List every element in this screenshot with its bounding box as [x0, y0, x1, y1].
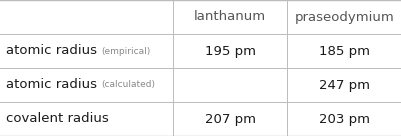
Text: lanthanum: lanthanum: [194, 10, 265, 24]
Text: 203 pm: 203 pm: [318, 112, 369, 126]
Text: covalent radius: covalent radius: [6, 112, 109, 126]
Text: (calculated): (calculated): [101, 81, 155, 89]
Text: atomic radius: atomic radius: [6, 78, 97, 92]
Text: 207 pm: 207 pm: [204, 112, 255, 126]
Text: 247 pm: 247 pm: [318, 78, 369, 92]
Text: praseodymium: praseodymium: [294, 10, 394, 24]
Text: 185 pm: 185 pm: [318, 44, 369, 58]
Text: (empirical): (empirical): [101, 47, 150, 55]
Text: atomic radius: atomic radius: [6, 44, 97, 58]
Text: 195 pm: 195 pm: [204, 44, 255, 58]
